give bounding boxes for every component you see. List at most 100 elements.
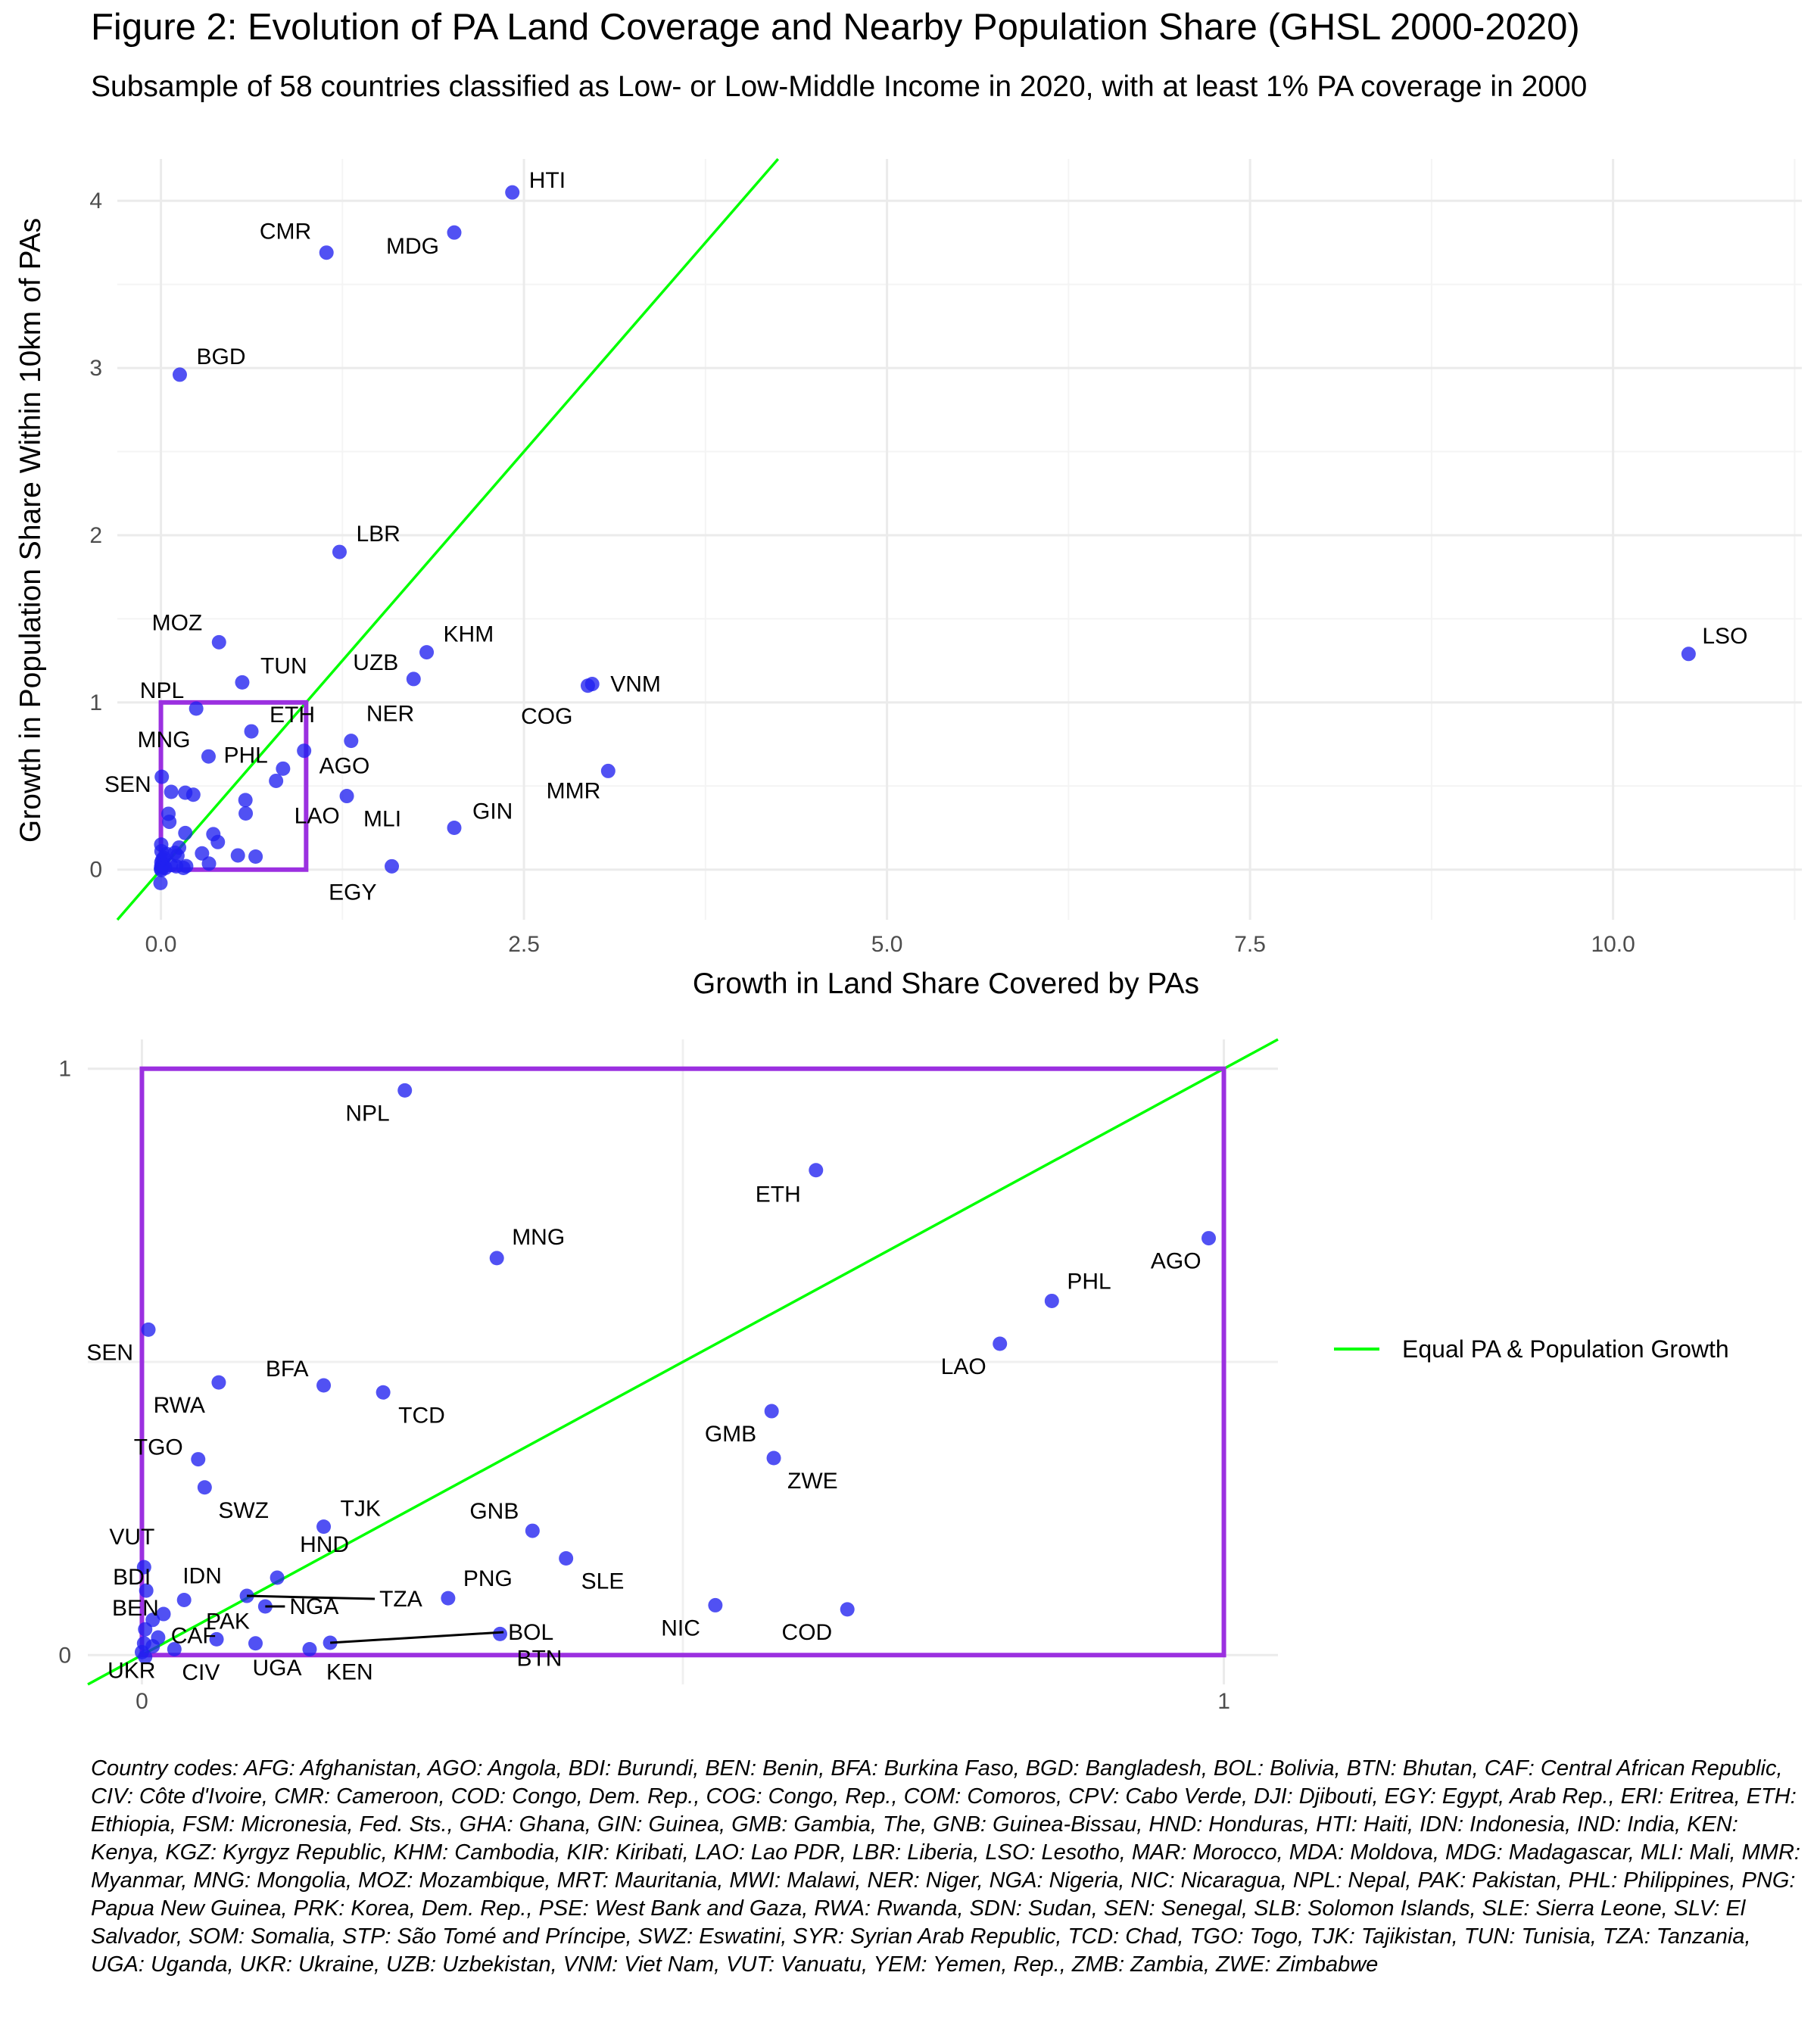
data-point [154, 769, 170, 784]
y-tick-label: 2 [89, 523, 102, 548]
y-tick-label: 1 [58, 1057, 71, 1082]
data-point [559, 1550, 574, 1566]
data-point [419, 645, 435, 660]
point-label: SLE [581, 1569, 625, 1594]
point-label: PAK [206, 1609, 250, 1634]
data-point [211, 1375, 226, 1390]
data-point [145, 1612, 161, 1628]
point-label: UKR [108, 1658, 155, 1683]
data-point [297, 743, 312, 759]
point-label: PHL [1067, 1269, 1111, 1294]
y-axis-title: Growth in Population Share Within 10km o… [14, 218, 47, 843]
data-point [138, 1650, 153, 1665]
point-label: TCD [398, 1403, 445, 1428]
data-point [230, 848, 245, 863]
point-label: TJK [341, 1497, 381, 1522]
point-label: ZWE [787, 1469, 838, 1494]
data-point [276, 761, 291, 776]
data-point [302, 1642, 317, 1657]
point-label: PNG [463, 1566, 513, 1591]
point-label: KEN [326, 1660, 373, 1685]
legend-label: Equal PA & Population Growth [1402, 1335, 1729, 1363]
point-label: NIC [661, 1616, 700, 1640]
point-label: ETH [756, 1182, 801, 1207]
point-label: EGY [329, 880, 376, 905]
data-point [344, 734, 359, 749]
x-tick-label: 7.5 [1234, 932, 1266, 957]
label-leader-line [247, 1594, 376, 1600]
point-label: NPL [345, 1101, 389, 1126]
zoom-box [139, 1066, 1226, 1658]
point-label: LSO [1702, 624, 1747, 649]
point-label: SEN [86, 1340, 133, 1365]
data-point [406, 671, 421, 687]
data-point [141, 1322, 156, 1337]
data-point [1201, 1231, 1217, 1246]
data-point [269, 773, 284, 788]
data-point [176, 861, 191, 876]
point-label: MLI [363, 807, 401, 832]
data-point [505, 185, 520, 200]
point-label: SWZ [218, 1498, 269, 1523]
data-point [139, 1583, 154, 1598]
data-point [1044, 1293, 1059, 1308]
chart-title: Figure 2: Evolution of PA Land Coverage … [91, 7, 1580, 48]
data-point [270, 1570, 285, 1585]
data-point [489, 1251, 504, 1266]
x-tick-label: 2.5 [508, 932, 540, 957]
data-point [492, 1626, 507, 1641]
data-point [210, 834, 226, 849]
x-tick-label: 0 [136, 1689, 148, 1714]
data-point [167, 1642, 182, 1657]
point-label: NER [366, 702, 414, 727]
y-tick-label: 0 [89, 858, 102, 883]
point-label: TZA [379, 1587, 422, 1612]
point-label: AGO [319, 754, 370, 779]
panel-zoom: 0 1 0 1 NPL ETH MNG AGO PHL LAO SEN BFA RWA TCD GMB ZWE… [58, 1038, 1279, 1714]
data-point [316, 1378, 332, 1393]
y-tick-label: 4 [89, 189, 102, 213]
data-point [766, 1450, 781, 1466]
x-tick-label: 5.0 [871, 932, 903, 957]
data-point [153, 875, 168, 890]
data-point [164, 784, 179, 799]
point-label: HND [300, 1532, 349, 1557]
point-label: BOL [508, 1620, 553, 1645]
data-point [209, 1631, 224, 1647]
point-label: MNG [137, 728, 190, 752]
point-label: NPL [140, 678, 184, 703]
y-tick-label: 0 [58, 1643, 71, 1668]
data-point [191, 1452, 206, 1467]
data-point [189, 701, 204, 716]
data-point [157, 861, 173, 876]
data-point [447, 821, 462, 836]
label-leader-line [330, 1631, 504, 1644]
point-label: TUN [260, 653, 307, 678]
data-point [525, 1523, 540, 1538]
data-point [136, 1636, 151, 1651]
data-point [332, 544, 347, 559]
x-tick-label: 10.0 [1591, 932, 1635, 957]
point-label: CMR [260, 220, 311, 245]
point-label: TGO [134, 1435, 183, 1460]
point-label: UGA [253, 1656, 302, 1681]
equal-growth-line [116, 157, 780, 921]
point-label: BDI [113, 1565, 151, 1590]
data-point [197, 1480, 212, 1495]
data-point [238, 806, 254, 821]
equal-growth-line [87, 1038, 1279, 1686]
x-axis-title: Growth in Land Share Covered by PAs [693, 967, 1199, 1000]
data-point [600, 763, 616, 778]
data-point [708, 1597, 723, 1612]
data-point [201, 856, 217, 871]
point-label: LAO [295, 803, 340, 828]
data-point [840, 1602, 855, 1617]
point-label: UZB [353, 650, 398, 675]
data-point [195, 846, 210, 861]
point-label: BTN [516, 1646, 562, 1671]
point-label: LBR [356, 522, 400, 547]
data-point [238, 793, 253, 808]
point-label: CIV [182, 1660, 220, 1685]
point-label: CAF [171, 1624, 217, 1649]
point-label: LAO [941, 1354, 986, 1379]
